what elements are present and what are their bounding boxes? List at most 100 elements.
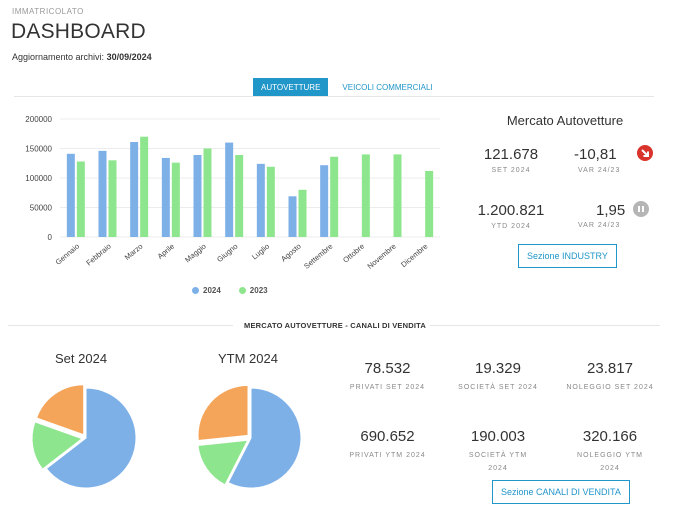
bar-2024-gennaio (66, 153, 75, 237)
pie-chart-set-2024 (31, 384, 137, 489)
kpi-var-ytd-label: VAR 24/23 (578, 222, 621, 229)
kpi-privati-ytm: 690.652 PRIVATI YTM 2024 (340, 428, 435, 462)
vehicle-tabs: AUTOVETTURE VEICOLI COMMERCIALI (253, 78, 441, 97)
monthly-registrations-chart: 0 50000 100000 150000 200000 Gennaio Febbraio M… (25, 115, 440, 271)
y-tick-label: 50000 (30, 204, 53, 213)
pie-chart-ytm-2024 (197, 384, 302, 489)
tab-autovetture[interactable]: AUTOVETTURE (253, 78, 329, 97)
archive-update: Aggiornamento archivi: 30/09/2024 (12, 52, 152, 62)
x-tick-label: Ottobre (341, 242, 366, 265)
bar-2023-luglio (266, 166, 275, 237)
kpi-societa-set: 19.329 SOCIETÀ SET 2024 (448, 360, 548, 394)
y-tick-label: 150000 (25, 145, 52, 154)
channels-section-title: MERCATO AUTOVETTURE - CANALI DI VENDITA (244, 321, 426, 330)
kpi-value: 690.652 (360, 428, 415, 445)
pie-slice-societ (31, 421, 84, 470)
x-tick-label: Luglio (250, 242, 271, 262)
kpi-societa-ytm: 190.003 SOCIETÀ YTM 2024 (462, 428, 534, 475)
bar-2024-giugno (225, 142, 234, 237)
archive-update-label: Aggiornamento archivi: (12, 52, 105, 62)
bar-2024-febbraio (98, 150, 107, 237)
bar-2024-aprile (161, 157, 170, 237)
kpi-value: 1.200.821 (477, 202, 545, 219)
pause-icon (633, 201, 649, 217)
divider-top (14, 96, 654, 97)
bar-2024-luglio (256, 163, 265, 237)
bar-2023-settembre (330, 156, 339, 237)
legend-item-2024: 2024 (192, 286, 221, 295)
bar-2023-gennaio (76, 161, 85, 237)
chart-legend: 2024 2023 (192, 286, 268, 295)
bar-2023-ottobre (361, 154, 370, 237)
pie-title-ytm: YTM 2024 (218, 351, 278, 366)
legend-dot-2024 (192, 287, 199, 295)
bar-2023-dicembre (425, 170, 434, 237)
x-tick-label: Febbraio (84, 242, 112, 268)
kpi-label: NOLEGGIO SET 2024 (566, 384, 654, 391)
kpi-label: SOCIETÀ SET 2024 (458, 384, 538, 391)
kpi-label: SET 2024 (491, 167, 531, 174)
legend-label-2023: 2023 (249, 286, 268, 295)
bar-2023-giugno (235, 154, 244, 237)
legend-dot-2023 (238, 287, 246, 295)
channels-section-button[interactable]: Sezione CANALI DI VENDITA (492, 480, 630, 504)
bar-2024-maggio (193, 154, 202, 237)
kpi-value: 190.003 (470, 428, 526, 445)
x-tick-label: Gennaio (54, 242, 82, 267)
kpi-label: PRIVATI YTM 2024 (349, 452, 426, 459)
y-tick-label: 0 (48, 233, 53, 242)
archive-update-date: 30/09/2024 (106, 52, 152, 62)
y-tick-label: 200000 (25, 115, 52, 124)
kpi-value: 78.532 (364, 360, 411, 377)
kpi-value: 23.817 (587, 360, 633, 377)
kpi-var-ytd: 1,95 (596, 202, 656, 219)
kpi-value: -10,81 (574, 146, 617, 163)
kpi-noleggio-set: 23.817 NOLEGGIO SET 2024 (566, 360, 654, 394)
pie-slice-privati (227, 387, 302, 489)
bar-2024-agosto (288, 196, 297, 237)
bar-2023-marzo (140, 136, 149, 237)
eyebrow-label: IMMATRICOLATO (12, 7, 84, 16)
x-tick-label: Agosto (279, 242, 303, 264)
pie-slice-privati (45, 387, 137, 489)
x-tick-label: Dicembre (399, 242, 429, 270)
bar-2023-novembre (393, 154, 402, 237)
industry-section-button[interactable]: Sezione INDUSTRY (518, 244, 617, 268)
x-tick-label: Aprile (156, 242, 176, 261)
kpi-value: 320.166 (582, 428, 638, 445)
pie-slice-societ (197, 439, 249, 486)
bar-2023-aprile (171, 162, 180, 237)
bar-2023-agosto (298, 189, 307, 237)
x-tick-label: Giugno (215, 242, 239, 264)
kpi-label: YTD 2024 (491, 223, 531, 230)
x-tick-label: Settembre (302, 242, 334, 271)
kpi-value: 1,95 (596, 202, 626, 219)
tab-veicoli-commerciali[interactable]: VEICOLI COMMERCIALI (334, 78, 441, 97)
x-tick-label: Novembre (365, 242, 397, 271)
kpi-ytd-2024: 1.200.821 YTD 2024 (466, 202, 556, 230)
legend-item-2023: 2023 (238, 286, 268, 295)
kpi-set-2024: 121.678 SET 2024 (466, 146, 556, 174)
bar-2023-febbraio (108, 160, 117, 237)
kpi-var-set: -10,81 VAR 24/23 (574, 146, 644, 174)
pie-slice-noleggio (35, 384, 85, 436)
kpi-label: VAR 24/23 (578, 167, 621, 174)
kpi-noleggio-ytm: 320.166 NOLEGGIO YTM 2024 (566, 428, 654, 475)
pie-title-set: Set 2024 (55, 351, 108, 366)
kpi-value: 19.329 (475, 360, 521, 377)
legend-label-2024: 2024 (203, 286, 221, 295)
x-tick-label: Maggio (183, 242, 208, 265)
bar-2024-settembre (320, 165, 329, 237)
kpi-label: PRIVATI SET 2024 (349, 384, 426, 391)
divider-right (430, 325, 660, 326)
bar-2024-marzo (130, 142, 139, 237)
divider-left (8, 325, 233, 326)
y-tick-label: 100000 (25, 174, 52, 183)
kpi-value: 121.678 (483, 146, 539, 163)
bar-2023-maggio (203, 148, 212, 237)
kpi-label: SOCIETÀ YTM 2024 (468, 452, 528, 472)
x-tick-label: Marzo (123, 242, 145, 262)
kpi-privati-set: 78.532 PRIVATI SET 2024 (340, 360, 435, 394)
market-title: Mercato Autovetture (506, 113, 624, 128)
arrow-down-right-icon (637, 145, 653, 161)
